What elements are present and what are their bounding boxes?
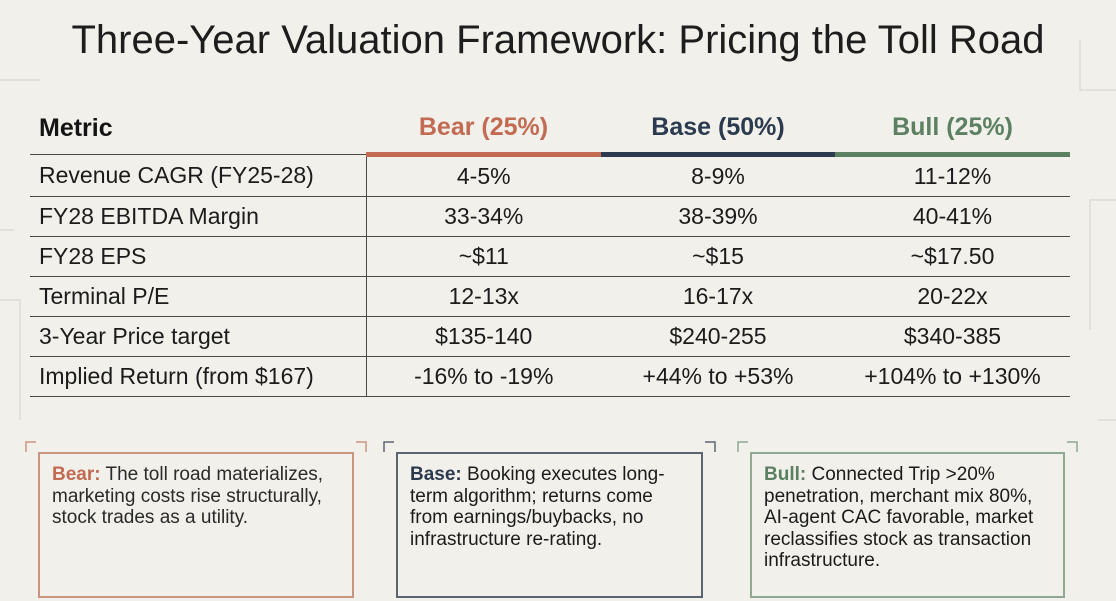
header-bull: Bull (25%) bbox=[835, 102, 1070, 157]
bear-scenario-label: Bear: bbox=[52, 464, 101, 485]
row-metric-label: Implied Return (from $167) bbox=[30, 356, 367, 397]
cell-bull: 20-22x bbox=[835, 276, 1070, 317]
row-metric-label: Terminal P/E bbox=[30, 276, 367, 317]
table-row: Implied Return (from $167) -16% to -19% … bbox=[30, 356, 1070, 397]
bear-scenario-text: The toll road materializes, marketing co… bbox=[52, 464, 324, 528]
row-metric-label: FY28 EPS bbox=[30, 236, 367, 277]
cell-base: 16-17x bbox=[601, 276, 835, 317]
cell-base: $240-255 bbox=[601, 316, 835, 357]
page-title: Three-Year Valuation Framework: Pricing … bbox=[71, 18, 1045, 62]
cell-bear: 12-13x bbox=[366, 276, 601, 317]
valuation-table-container: Metric Bear (25%) Base (50%) Bull (25%) … bbox=[30, 102, 1070, 397]
cell-base: 8-9% bbox=[601, 154, 835, 197]
header-bear: Bear (25%) bbox=[366, 102, 601, 157]
cell-bear: -16% to -19% bbox=[366, 356, 601, 397]
cell-base: ~$15 bbox=[601, 236, 835, 277]
cell-bull: +104% to +130% bbox=[835, 356, 1070, 397]
table-row: Terminal P/E 12-13x 16-17x 20-22x bbox=[30, 276, 1070, 317]
table-row: FY28 EBITDA Margin 33-34% 38-39% 40-41% bbox=[30, 196, 1070, 237]
cell-bull: 11-12% bbox=[835, 154, 1070, 197]
table-row: Revenue CAGR (FY25-28) 4-5% 8-9% 11-12% bbox=[30, 154, 1070, 197]
cell-bull: ~$17.50 bbox=[835, 236, 1070, 277]
cell-bear: 4-5% bbox=[366, 154, 601, 197]
base-scenario-label: Base: bbox=[410, 464, 462, 485]
cell-bear: ~$11 bbox=[366, 236, 601, 277]
header-metric: Metric bbox=[39, 113, 113, 142]
table-row: FY28 EPS ~$11 ~$15 ~$17.50 bbox=[30, 236, 1070, 277]
bull-scenario-text: Connected Trip >20% penetration, merchan… bbox=[764, 464, 1034, 571]
table-row: 3-Year Price target $135-140 $240-255 $3… bbox=[30, 316, 1070, 357]
bear-scenario-box: Bear: The toll road materializes, market… bbox=[38, 452, 354, 598]
cell-bull: 40-41% bbox=[835, 196, 1070, 237]
base-scenario-text: Booking executes long-term algorithm; re… bbox=[410, 464, 665, 550]
valuation-table: Metric Bear (25%) Base (50%) Bull (25%) … bbox=[30, 102, 1070, 397]
base-scenario-box: Base: Booking executes long-term algorit… bbox=[396, 452, 703, 598]
bull-scenario-label: Bull: bbox=[764, 464, 807, 485]
bull-scenario-box: Bull: Connected Trip >20% penetration, m… bbox=[750, 452, 1065, 598]
cell-bear: $135-140 bbox=[366, 316, 601, 357]
cell-bull: $340-385 bbox=[835, 316, 1070, 357]
header-base: Base (50%) bbox=[601, 102, 835, 157]
row-metric-label: Revenue CAGR (FY25-28) bbox=[30, 154, 367, 197]
cell-bear: 33-34% bbox=[366, 196, 601, 237]
cell-base: 38-39% bbox=[601, 196, 835, 237]
row-metric-label: FY28 EBITDA Margin bbox=[30, 196, 367, 237]
row-metric-label: 3-Year Price target bbox=[30, 316, 367, 357]
table-header-row: Metric Bear (25%) Base (50%) Bull (25%) bbox=[30, 102, 1070, 157]
cell-base: +44% to +53% bbox=[601, 356, 835, 397]
